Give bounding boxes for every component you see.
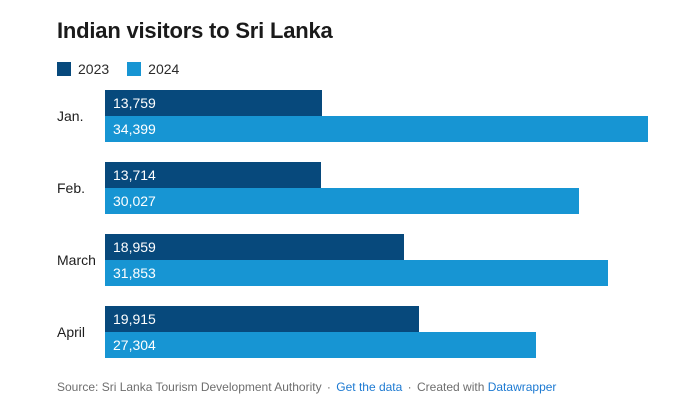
bar-chart: Jan. 13,759 34,399 Feb. 13,714 30,027 March 18,…: [57, 90, 648, 358]
bar-value-label: 13,759: [113, 95, 156, 111]
category-label: Feb.: [57, 180, 86, 196]
legend-label-2024: 2024: [148, 61, 180, 77]
category-label: Jan.: [57, 108, 84, 124]
bar-2024: 30,027: [105, 188, 579, 214]
created-with-text: Created with: [417, 380, 485, 394]
bar-value-label: 31,853: [113, 265, 156, 281]
legend-item-2024: 2024: [127, 61, 179, 77]
legend: 2023 2024: [57, 61, 648, 77]
legend-swatch-2024: [127, 62, 142, 76]
bar-2024: 31,853: [105, 260, 608, 286]
legend-item-2023: 2023: [57, 61, 109, 77]
bar-value-label: 30,027: [113, 193, 156, 209]
bar-2024: 34,399: [105, 116, 648, 142]
bar-group-jan: Jan. 13,759 34,399: [57, 90, 648, 142]
source-text: Source: Sri Lanka Tourism Development Au…: [57, 380, 322, 394]
legend-label-2023: 2023: [78, 61, 110, 77]
bar-value-label: 18,959: [113, 239, 156, 255]
separator-dot: ·: [407, 380, 412, 394]
bar-value-label: 13,714: [113, 167, 156, 183]
bar-2023: 19,915: [105, 306, 420, 332]
separator-dot: ·: [326, 380, 331, 394]
bar-value-label: 19,915: [113, 311, 156, 327]
bars: 13,714 30,027: [105, 162, 648, 214]
bar-group-april: April 19,915 27,304: [57, 306, 648, 358]
bars: 19,915 27,304: [105, 306, 648, 358]
bar-2024: 27,304: [105, 332, 536, 358]
bar-2023: 13,714: [105, 162, 322, 188]
get-the-data-link[interactable]: Get the data: [336, 380, 403, 394]
bar-value-label: 27,304: [113, 337, 156, 353]
bar-group-feb: Feb. 13,714 30,027: [57, 162, 648, 214]
bars: 18,959 31,853: [105, 234, 648, 286]
bar-group-march: March 18,959 31,853: [57, 234, 648, 286]
bars: 13,759 34,399: [105, 90, 648, 142]
chart-title: Indian visitors to Sri Lanka: [57, 18, 333, 43]
legend-swatch-2023: [57, 62, 71, 76]
category-label: March: [57, 252, 96, 268]
bar-2023: 18,959: [105, 234, 405, 260]
category-label: April: [57, 324, 86, 340]
bar-value-label: 34,399: [113, 121, 156, 137]
bar-2023: 13,759: [105, 90, 323, 116]
footer: Source: Sri Lanka Tourism Development Au…: [57, 380, 648, 395]
datawrapper-link[interactable]: Datawrapper: [487, 380, 557, 394]
